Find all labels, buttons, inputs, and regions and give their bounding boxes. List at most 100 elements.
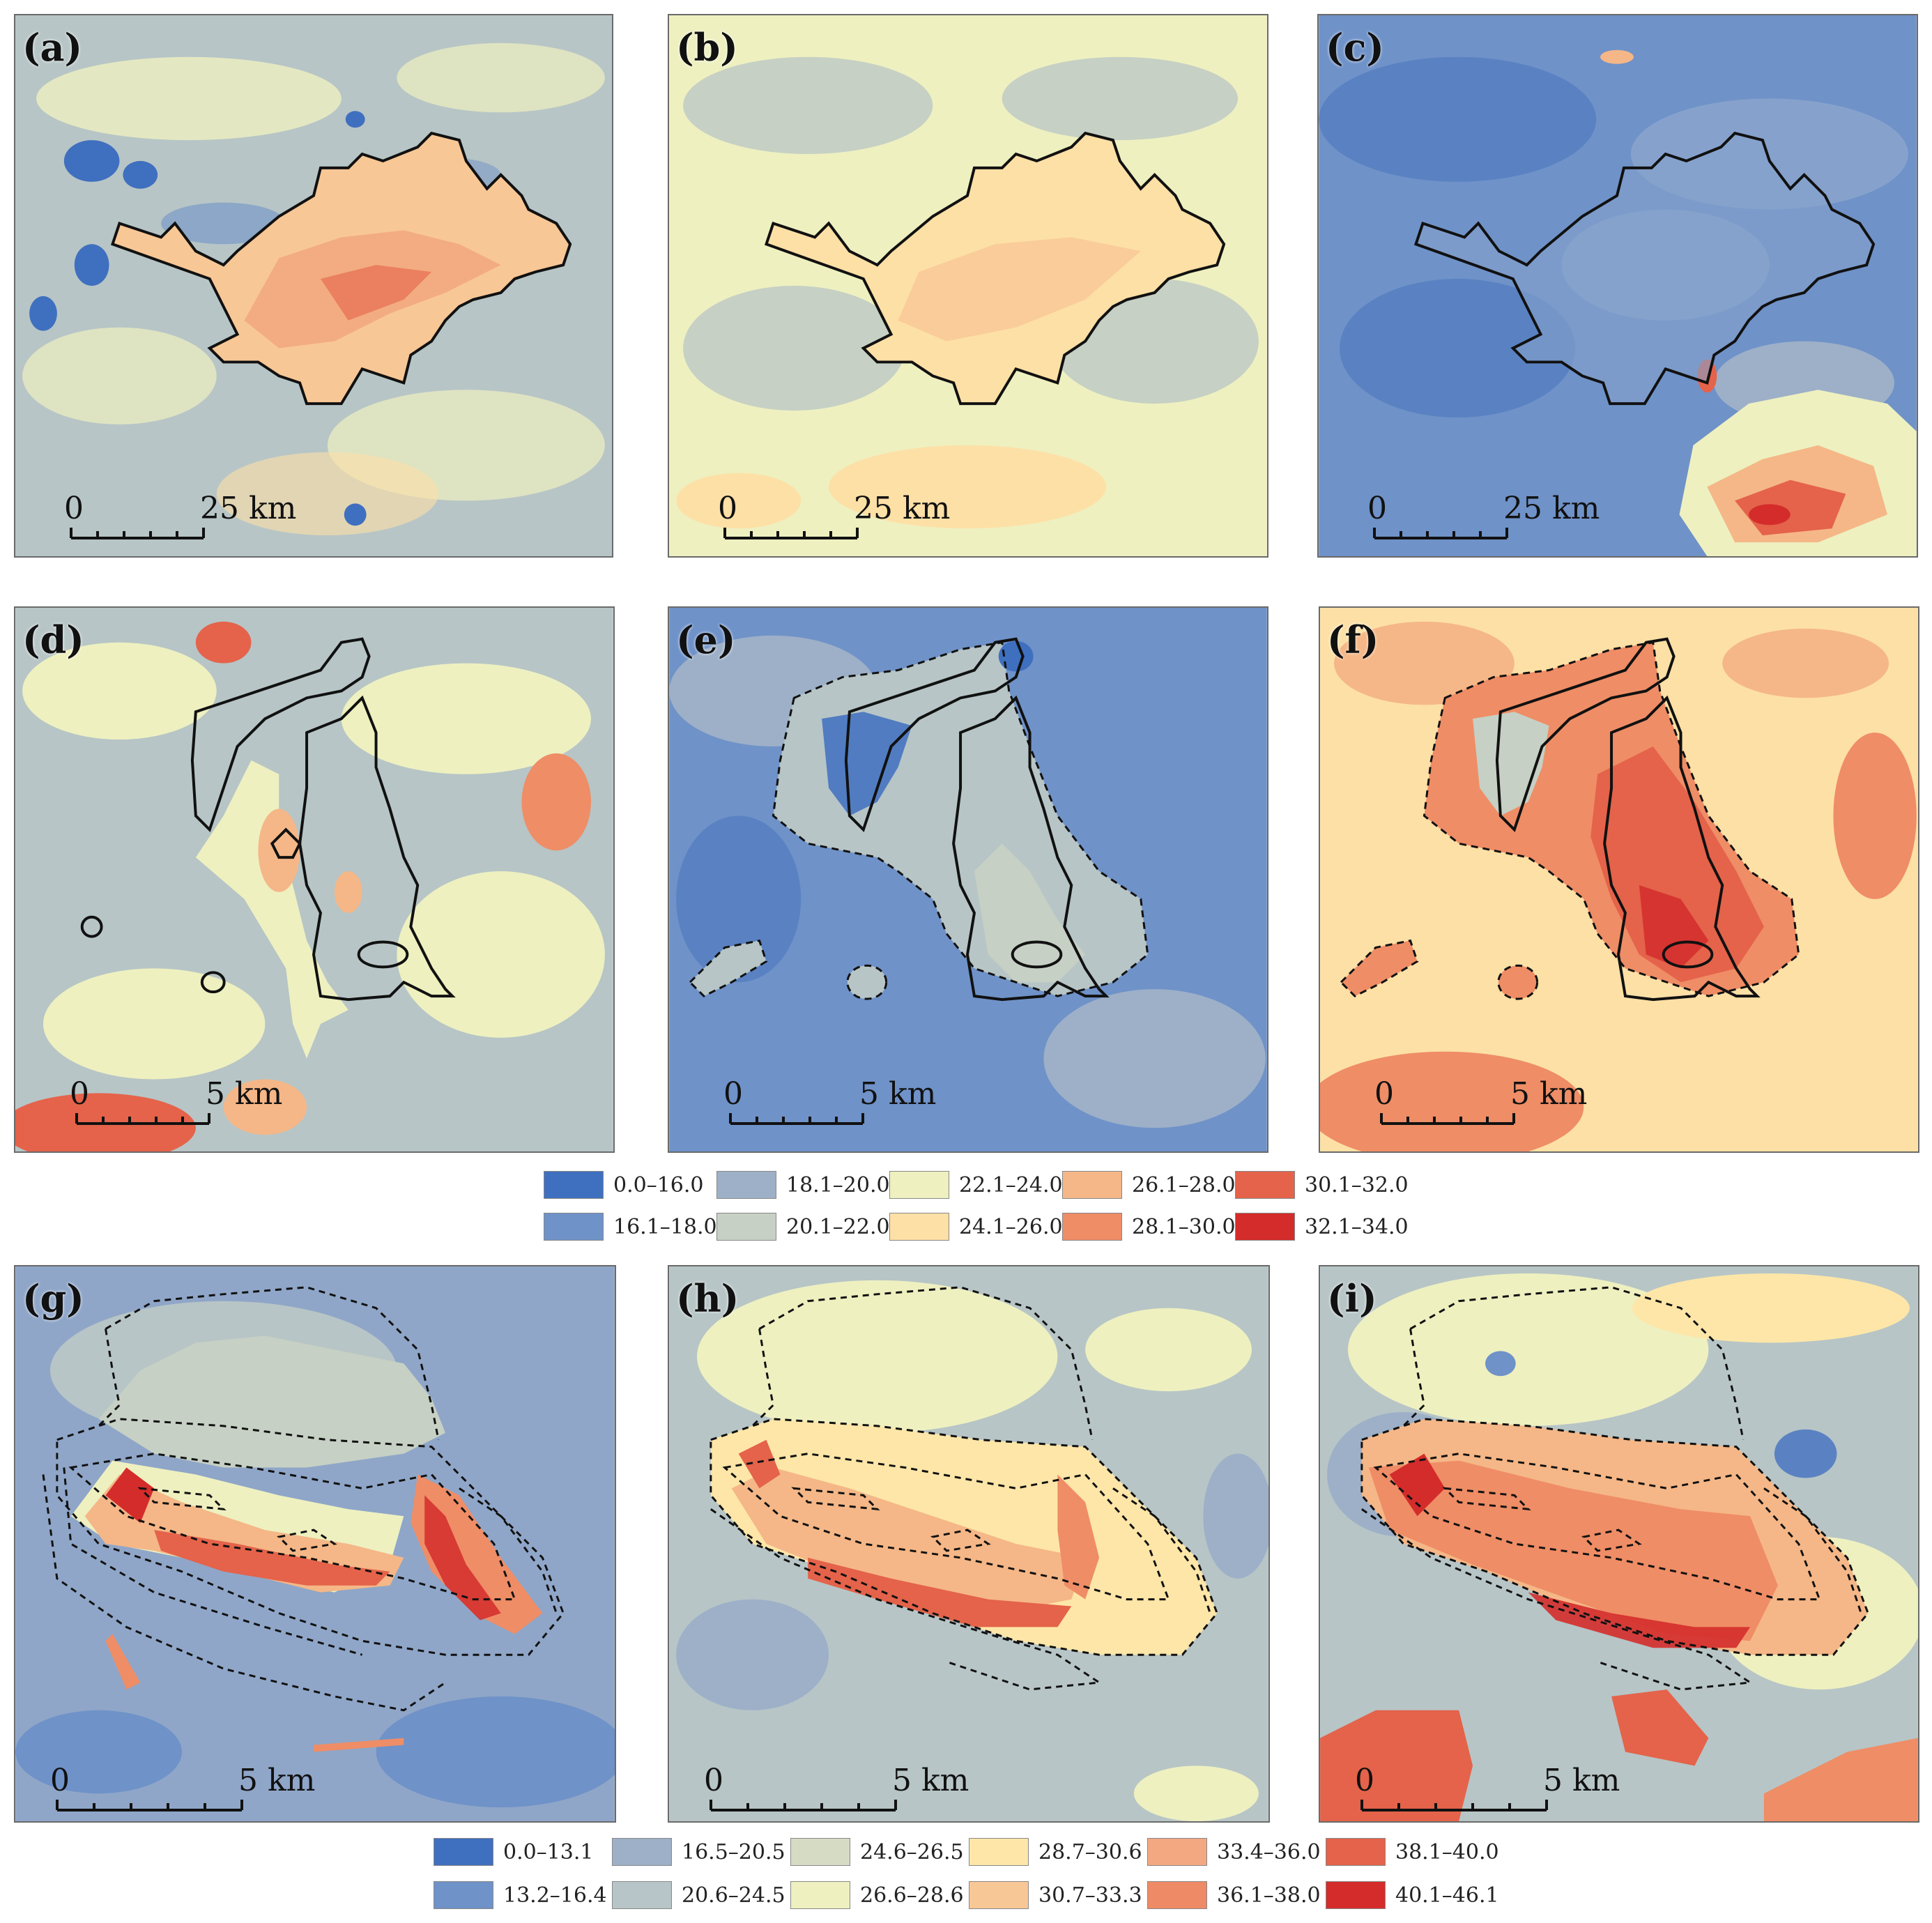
scale-bar-f: 0 5 km	[1374, 1076, 1587, 1131]
legend-swatch	[1062, 1213, 1122, 1241]
panel-f-label: (f)	[1327, 618, 1379, 662]
panel-i-label: (i)	[1327, 1276, 1377, 1321]
legend-top-item: 20.1–22.0	[716, 1213, 890, 1241]
scale-distance: 25 km	[1503, 491, 1600, 526]
legend-bottom-item: 26.6–28.6	[790, 1881, 964, 1909]
scale-zero: 0	[1367, 491, 1387, 526]
legend-bottom-item: 36.1–38.0	[1147, 1881, 1321, 1909]
map-b-raster	[669, 15, 1267, 556]
map-f-raster	[1320, 608, 1918, 1151]
scale-distance: 5 km	[892, 1763, 969, 1798]
scale-zero: 0	[704, 1763, 723, 1798]
legend-bottom-item: 0.0–13.1	[434, 1838, 594, 1866]
legend-label: 33.4–36.0	[1217, 1839, 1321, 1864]
legend-label: 16.5–20.5	[682, 1839, 785, 1864]
legend-top-item: 26.1–28.0	[1062, 1171, 1236, 1199]
scale-bar-a: 0 25 km	[64, 491, 296, 545]
legend-top: 0.0–16.0 18.1–20.0 22.1–24.0 26.1–28.0 3…	[544, 1171, 1422, 1248]
panel-h-label: (h)	[676, 1276, 739, 1321]
map-d-raster	[15, 608, 613, 1151]
legend-top-item: 16.1–18.0	[544, 1213, 717, 1241]
scale-distance: 5 km	[1543, 1763, 1620, 1798]
scale-distance: 5 km	[206, 1076, 283, 1112]
legend-bottom-item: 24.6–26.5	[790, 1838, 964, 1866]
map-c-raster	[1319, 15, 1917, 556]
legend-top-item: 18.1–20.0	[716, 1171, 890, 1199]
legend-bottom-item: 40.1–46.1	[1326, 1881, 1499, 1909]
legend-swatch	[434, 1838, 493, 1866]
legend-swatch	[1147, 1838, 1207, 1866]
map-panel-b: (b) 0 25 km	[668, 14, 1268, 558]
legend-bottom-item: 20.6–24.5	[612, 1881, 785, 1909]
legend-swatch	[716, 1171, 776, 1199]
legend-swatch	[716, 1213, 776, 1241]
scale-bar-c: 0 25 km	[1367, 491, 1600, 545]
legend-swatch	[1062, 1171, 1122, 1199]
map-panel-e: (e) 0 5 km	[668, 606, 1268, 1153]
legend-label: 20.6–24.5	[682, 1883, 785, 1908]
scale-zero: 0	[723, 1076, 743, 1112]
legend-label: 36.1–38.0	[1217, 1883, 1321, 1908]
legend-bottom-item: 30.7–33.3	[969, 1881, 1142, 1909]
map-i-raster	[1320, 1266, 1918, 1821]
legend-label: 28.7–30.6	[1038, 1839, 1142, 1864]
legend-label: 24.6–26.5	[860, 1839, 964, 1864]
scale-bar-g: 0 5 km	[50, 1763, 315, 1817]
legend-label: 18.1–20.0	[786, 1172, 890, 1197]
map-panel-a: (a) 0 25 km	[14, 14, 613, 558]
legend-top-item: 28.1–30.0	[1062, 1213, 1236, 1241]
scale-distance: 25 km	[854, 491, 951, 526]
legend-label: 30.7–33.3	[1038, 1883, 1142, 1908]
legend-label: 24.1–26.0	[959, 1214, 1063, 1239]
scale-distance: 5 km	[859, 1076, 937, 1112]
scale-bar-i: 0 5 km	[1355, 1763, 1620, 1817]
legend-swatch	[1235, 1213, 1295, 1241]
legend-top-item: 30.1–32.0	[1235, 1171, 1409, 1199]
scale-distance: 5 km	[1510, 1076, 1588, 1112]
legend-bottom-item: 38.1–40.0	[1326, 1838, 1499, 1866]
panel-a-label: (a)	[22, 25, 83, 70]
legend-swatch	[1326, 1838, 1386, 1866]
legend-swatch	[1235, 1171, 1295, 1199]
legend-swatch	[889, 1171, 949, 1199]
legend-bottom-item: 16.5–20.5	[612, 1838, 785, 1866]
legend-swatch	[612, 1838, 672, 1866]
scale-distance: 5 km	[238, 1763, 316, 1798]
legend-swatch	[434, 1881, 493, 1909]
legend-bottom: 0.0–13.1 16.5–20.5 24.6–26.5 28.7–30.6 3…	[434, 1838, 1521, 1915]
legend-label: 26.6–28.6	[860, 1883, 964, 1908]
scale-bar-e: 0 5 km	[723, 1076, 936, 1131]
panel-d-label: (d)	[22, 618, 84, 662]
legend-bottom-item: 33.4–36.0	[1147, 1838, 1321, 1866]
legend-swatch	[1147, 1881, 1207, 1909]
map-panel-g: (g) 0 5 km	[14, 1265, 616, 1823]
scale-distance: 25 km	[200, 491, 297, 526]
legend-bottom-item: 13.2–16.4	[434, 1881, 607, 1909]
legend-label: 38.1–40.0	[1395, 1839, 1499, 1864]
legend-label: 32.1–34.0	[1305, 1214, 1409, 1239]
legend-swatch	[544, 1213, 604, 1241]
scale-zero: 0	[64, 491, 84, 526]
legend-label: 28.1–30.0	[1132, 1214, 1236, 1239]
legend-label: 0.0–16.0	[613, 1172, 704, 1197]
legend-swatch	[544, 1171, 604, 1199]
legend-swatch	[790, 1881, 850, 1909]
legend-label: 0.0–13.1	[503, 1839, 594, 1864]
legend-swatch	[889, 1213, 949, 1241]
map-panel-i: (i) 0 5 km	[1319, 1265, 1919, 1823]
panel-c-label: (c)	[1326, 25, 1384, 70]
scale-zero: 0	[70, 1076, 89, 1112]
legend-label: 22.1–24.0	[959, 1172, 1063, 1197]
scale-bar-b: 0 25 km	[718, 491, 950, 545]
map-panel-h: (h) 0 5 km	[668, 1265, 1270, 1823]
panel-b-label: (b)	[676, 25, 738, 70]
legend-label: 13.2–16.4	[503, 1883, 607, 1908]
legend-label: 30.1–32.0	[1305, 1172, 1409, 1197]
map-e-raster	[669, 608, 1267, 1151]
scale-zero: 0	[718, 491, 737, 526]
panel-e-label: (e)	[676, 618, 736, 662]
map-h-raster	[669, 1266, 1268, 1821]
map-a-raster	[15, 15, 612, 556]
legend-label: 16.1–18.0	[613, 1214, 717, 1239]
map-panel-d: (d) 0 5 km	[14, 606, 615, 1153]
